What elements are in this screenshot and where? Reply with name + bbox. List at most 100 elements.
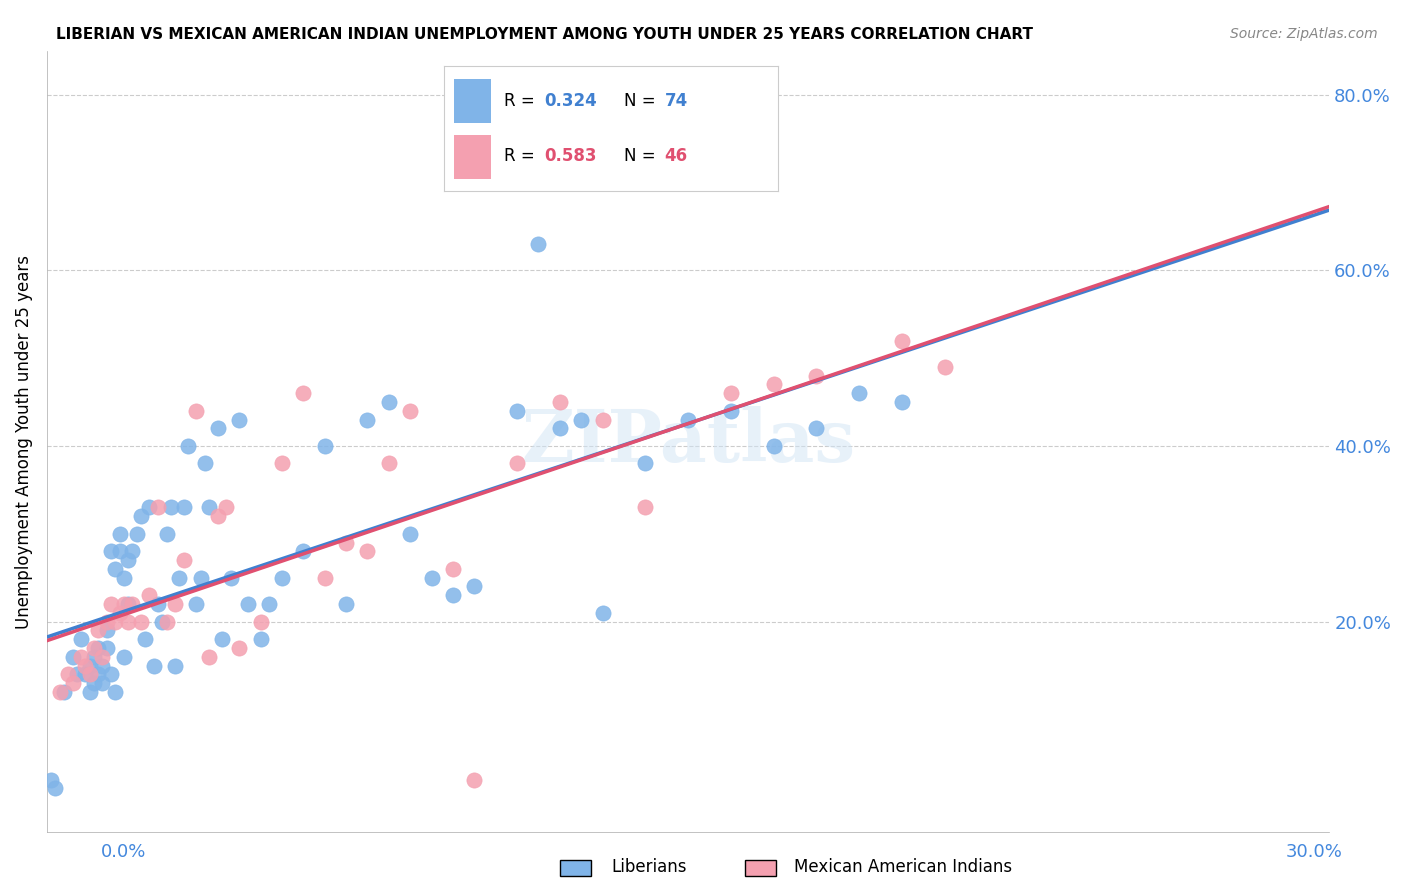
Point [138, 500, 160, 515]
Text: Source: ZipAtlas.com: Source: ZipAtlas.com [1230, 27, 1378, 41]
Point [186, 404, 208, 418]
Point [87, 640, 110, 655]
Point [592, 606, 614, 620]
Point [138, 588, 160, 602]
Point [934, 359, 956, 374]
Point [257, 597, 280, 611]
Point [173, 553, 195, 567]
Point [129, 509, 152, 524]
Point [108, 544, 131, 558]
Text: LIBERIAN VS MEXICAN AMERICAN INDIAN UNEMPLOYMENT AMONG YOUTH UNDER 25 YEARS CORR: LIBERIAN VS MEXICAN AMERICAN INDIAN UNEM… [56, 27, 1033, 42]
Point [117, 615, 139, 629]
Point [548, 421, 571, 435]
Point [228, 640, 250, 655]
Point [271, 457, 294, 471]
Point [215, 500, 238, 515]
Point [44, 781, 66, 796]
Point [62, 649, 84, 664]
Point [66, 667, 89, 681]
Point [121, 544, 143, 558]
Point [335, 597, 357, 611]
Point [634, 500, 657, 515]
Point [129, 615, 152, 629]
Point [79, 658, 101, 673]
Point [150, 615, 173, 629]
Point [165, 658, 187, 673]
Point [83, 676, 105, 690]
Point [378, 457, 401, 471]
Point [420, 571, 443, 585]
Point [134, 632, 156, 647]
Point [720, 386, 742, 401]
Point [70, 632, 93, 647]
Point [463, 579, 485, 593]
Point [198, 500, 221, 515]
Text: 30.0%: 30.0% [1286, 843, 1343, 861]
Point [108, 606, 131, 620]
Point [96, 624, 118, 638]
Point [117, 553, 139, 567]
Text: ZIPatlas: ZIPatlas [522, 406, 855, 477]
Point [506, 457, 529, 471]
Point [292, 544, 315, 558]
Point [177, 439, 200, 453]
Point [207, 421, 229, 435]
Point [676, 412, 699, 426]
Point [506, 404, 529, 418]
Point [441, 588, 464, 602]
Point [75, 667, 97, 681]
Point [104, 615, 127, 629]
Point [91, 658, 114, 673]
Point [399, 526, 422, 541]
Point [62, 676, 84, 690]
Point [104, 685, 127, 699]
Point [806, 421, 828, 435]
Point [236, 597, 259, 611]
Point [228, 412, 250, 426]
Point [378, 395, 401, 409]
Point [104, 562, 127, 576]
Point [186, 597, 208, 611]
Point [890, 334, 912, 348]
Point [314, 571, 336, 585]
Point [463, 772, 485, 787]
Point [160, 500, 183, 515]
Point [100, 544, 122, 558]
Point [356, 412, 378, 426]
Point [87, 667, 110, 681]
Point [108, 526, 131, 541]
Point [121, 597, 143, 611]
Point [142, 658, 165, 673]
Point [592, 412, 614, 426]
Point [155, 526, 177, 541]
Point [79, 667, 101, 681]
Point [249, 632, 271, 647]
Point [112, 571, 135, 585]
Point [441, 562, 464, 576]
Point [249, 615, 271, 629]
Point [569, 412, 592, 426]
Y-axis label: Unemployment Among Youth under 25 years: Unemployment Among Youth under 25 years [15, 254, 32, 629]
Point [83, 649, 105, 664]
Point [335, 535, 357, 549]
Point [194, 457, 217, 471]
Point [720, 404, 742, 418]
Text: 0.0%: 0.0% [101, 843, 146, 861]
Point [292, 386, 315, 401]
Point [548, 395, 571, 409]
Point [91, 676, 114, 690]
Point [211, 632, 233, 647]
Point [87, 624, 110, 638]
Point [83, 640, 105, 655]
Point [146, 597, 169, 611]
Point [190, 571, 212, 585]
Point [219, 571, 242, 585]
Point [890, 395, 912, 409]
Point [58, 667, 80, 681]
Point [165, 597, 187, 611]
Point [39, 772, 62, 787]
Point [112, 649, 135, 664]
Point [848, 386, 870, 401]
Point [155, 615, 177, 629]
Point [173, 500, 195, 515]
